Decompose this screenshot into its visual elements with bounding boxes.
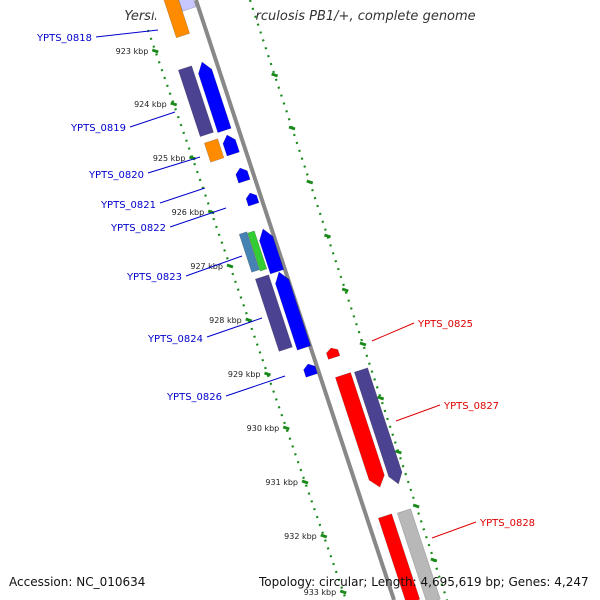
gene-label-0825: YPTS_0825	[417, 319, 473, 330]
label-leader-line	[159, 187, 206, 204]
cds-feature	[235, 167, 251, 184]
gene-label-0826: YPTS_0826	[166, 392, 222, 403]
scale-tick-label: 931 kbp	[265, 478, 298, 487]
scale-tick-label: 932 kbp	[284, 532, 317, 541]
cds-feature	[245, 192, 260, 207]
scale-tick-label: 933 kbp	[304, 588, 337, 597]
major-tick	[377, 395, 385, 401]
accession-text: Accession: NC_010634	[9, 575, 146, 589]
cds-feature	[177, 65, 214, 138]
cds-feature	[377, 513, 421, 600]
cds-feature	[303, 363, 318, 378]
inner-tick-track	[248, 0, 449, 600]
label-leader-line	[431, 521, 477, 539]
cds-feature	[238, 231, 260, 273]
scale-tick-label: 925 kbp	[153, 154, 186, 163]
major-tick	[339, 589, 347, 595]
cds-feature	[275, 271, 312, 351]
major-tick	[226, 263, 234, 269]
label-leader-line	[147, 156, 201, 174]
cds-feature	[163, 0, 191, 39]
gene-label-0821: YPTS_0821	[100, 200, 156, 211]
cds-feature	[178, 0, 197, 12]
major-tick	[394, 449, 402, 455]
scale-tick-label: 928 kbp	[209, 316, 242, 325]
label-leader-line	[206, 317, 263, 338]
cds-feature	[396, 508, 441, 600]
cds-feature	[198, 61, 232, 133]
label-leader-line	[371, 322, 415, 342]
gene-labels: YPTS_0818 YPTS_0819 YPTS_0820 YPTS_0821 YPTS…	[36, 29, 535, 539]
label-leader-line	[185, 255, 243, 277]
gene-label-0822: YPTS_0822	[110, 223, 166, 234]
major-tick	[341, 287, 349, 293]
scale-tick-label: 930 kbp	[247, 424, 280, 433]
scale-tick-label: 924 kbp	[134, 100, 167, 109]
major-tick	[170, 101, 178, 107]
label-leader-line	[129, 111, 176, 128]
major-tick	[324, 233, 331, 239]
cds-feature	[335, 372, 385, 488]
major-tick	[245, 317, 253, 323]
major-tick	[271, 72, 279, 78]
cds-feature	[254, 274, 293, 352]
major-tick	[264, 371, 271, 377]
scale-tick-label: 927 kbp	[190, 262, 223, 271]
gene-label-0823: YPTS_0823	[126, 272, 182, 283]
major-tick	[306, 179, 314, 185]
major-tick	[288, 125, 296, 131]
major-tick	[301, 479, 309, 485]
scale-tick-label: 926 kbp	[172, 208, 205, 217]
genome-summary: Topology: circular; Length: 4,695,619 bp…	[259, 575, 589, 589]
cds-feature	[353, 367, 403, 485]
major-tick	[430, 557, 438, 563]
cds-feature	[203, 138, 225, 163]
gene-label-0820: YPTS_0820	[88, 170, 144, 181]
cds-feature	[259, 228, 285, 275]
gene-label-0819: YPTS_0819	[70, 123, 126, 134]
gene-label-0828: YPTS_0828	[479, 518, 535, 529]
gene-label-0827: YPTS_0827	[443, 401, 499, 412]
outer-tick-track	[146, 29, 348, 600]
gene-label-0818: YPTS_0818	[36, 33, 92, 44]
cds-feature	[326, 347, 341, 360]
major-tick	[282, 425, 290, 431]
scale-tick-label: 929 kbp	[228, 370, 261, 379]
label-leader-line	[95, 29, 159, 38]
feature-layer	[163, 0, 441, 600]
cds-feature	[247, 230, 268, 272]
label-leader-line	[225, 375, 286, 397]
inner-dotted-line	[248, 0, 449, 600]
major-tick	[359, 341, 367, 347]
cds-feature	[222, 134, 240, 157]
major-tick	[320, 533, 328, 539]
major-tick	[412, 503, 420, 509]
scale-tick-label: 923 kbp	[116, 47, 149, 56]
scale-labels: 923 kbp 924 kbp 925 kbp 926 kbp 927 kbp 928 k…	[116, 47, 337, 597]
label-leader-line	[395, 404, 441, 422]
major-tick	[151, 48, 159, 54]
label-leader-line	[169, 207, 227, 228]
outer-dotted-line	[146, 29, 348, 600]
gene-label-0824: YPTS_0824	[147, 334, 203, 345]
